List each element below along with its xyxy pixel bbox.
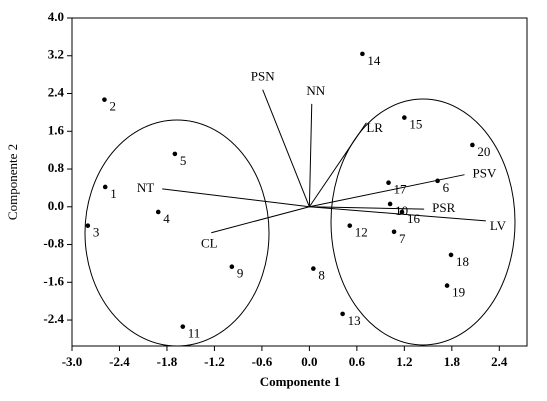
- group-ellipse: [330, 98, 516, 346]
- point-label: 7: [399, 231, 406, 246]
- loading-vector: [309, 206, 486, 222]
- loading-vector: [309, 206, 425, 210]
- point: [229, 264, 235, 270]
- point: [155, 209, 161, 215]
- point-label: 17: [394, 182, 408, 197]
- y-tick-label: 2.4: [48, 84, 65, 99]
- group-ellipse: [84, 119, 270, 347]
- point-label: 3: [93, 225, 100, 240]
- point-label: 2: [109, 99, 116, 114]
- vector-label: PSN: [251, 69, 275, 84]
- vector-label: LR: [366, 120, 383, 135]
- x-tick-label: 1.8: [444, 354, 461, 369]
- y-tick-label: 3.2: [48, 47, 64, 62]
- loading-vector: [308, 122, 367, 208]
- point-label: 1: [110, 186, 117, 201]
- point-label: 9: [237, 266, 244, 281]
- vector-label: CL: [201, 236, 218, 251]
- point: [470, 142, 475, 148]
- point: [180, 324, 186, 329]
- point: [102, 97, 107, 102]
- vector-label: NN: [306, 83, 325, 98]
- plot-frame: [71, 17, 528, 347]
- loading-vector: [262, 89, 310, 207]
- point-label: 18: [456, 254, 469, 269]
- x-tick-label: 0.0: [301, 354, 317, 369]
- vector-label: LV: [490, 218, 507, 233]
- x-tick-label: -1.2: [204, 354, 225, 369]
- point-label: 8: [318, 268, 325, 283]
- x-tick-label: -0.6: [252, 354, 273, 369]
- y-tick-label: 0.8: [48, 160, 65, 175]
- point: [85, 223, 91, 228]
- x-axis-title: Componente 1: [260, 374, 341, 389]
- point: [386, 180, 391, 186]
- vector-label: PSV: [472, 166, 496, 181]
- point-label: 5: [180, 153, 187, 168]
- point: [311, 266, 316, 271]
- y-tick-label: 0.0: [48, 198, 64, 213]
- point: [399, 209, 405, 215]
- point-label: 4: [163, 211, 170, 226]
- point-label: 14: [367, 53, 381, 68]
- x-tick-label: -3.0: [62, 354, 83, 369]
- x-tick-label: 2.4: [491, 354, 508, 369]
- y-tick-label: 4.0: [48, 9, 64, 24]
- point: [402, 115, 407, 120]
- loading-vector: [162, 188, 310, 208]
- point-label: 12: [355, 225, 368, 240]
- point: [340, 311, 345, 317]
- point: [172, 151, 178, 157]
- point: [387, 201, 393, 207]
- point: [347, 223, 353, 228]
- point-label: 19: [452, 285, 465, 300]
- vector-label: NT: [137, 180, 154, 195]
- y-tick-label: -2.4: [43, 311, 64, 326]
- x-tick-label: 1.2: [396, 354, 412, 369]
- loading-vector: [211, 206, 310, 234]
- y-tick-label: 1.6: [48, 122, 65, 137]
- point: [448, 252, 454, 258]
- point: [444, 283, 450, 288]
- point-label: 20: [477, 144, 490, 159]
- y-tick-label: -1.6: [43, 273, 64, 288]
- point: [102, 184, 108, 190]
- x-tick-label: -1.8: [157, 354, 178, 369]
- point: [435, 178, 440, 184]
- point-label: 6: [443, 180, 450, 195]
- point-label: 13: [348, 313, 361, 328]
- point-label: 11: [188, 326, 201, 341]
- y-axis-title: Componente 2: [5, 144, 20, 220]
- point-label: 16: [407, 211, 421, 226]
- point-label: 15: [409, 117, 422, 132]
- loading-vector: [308, 103, 313, 207]
- vector-label: PSR: [432, 200, 455, 215]
- point: [391, 229, 397, 235]
- point: [360, 51, 365, 57]
- x-tick-label: -2.4: [109, 354, 130, 369]
- y-tick-label: -0.8: [43, 236, 64, 251]
- x-tick-label: 0.6: [349, 354, 366, 369]
